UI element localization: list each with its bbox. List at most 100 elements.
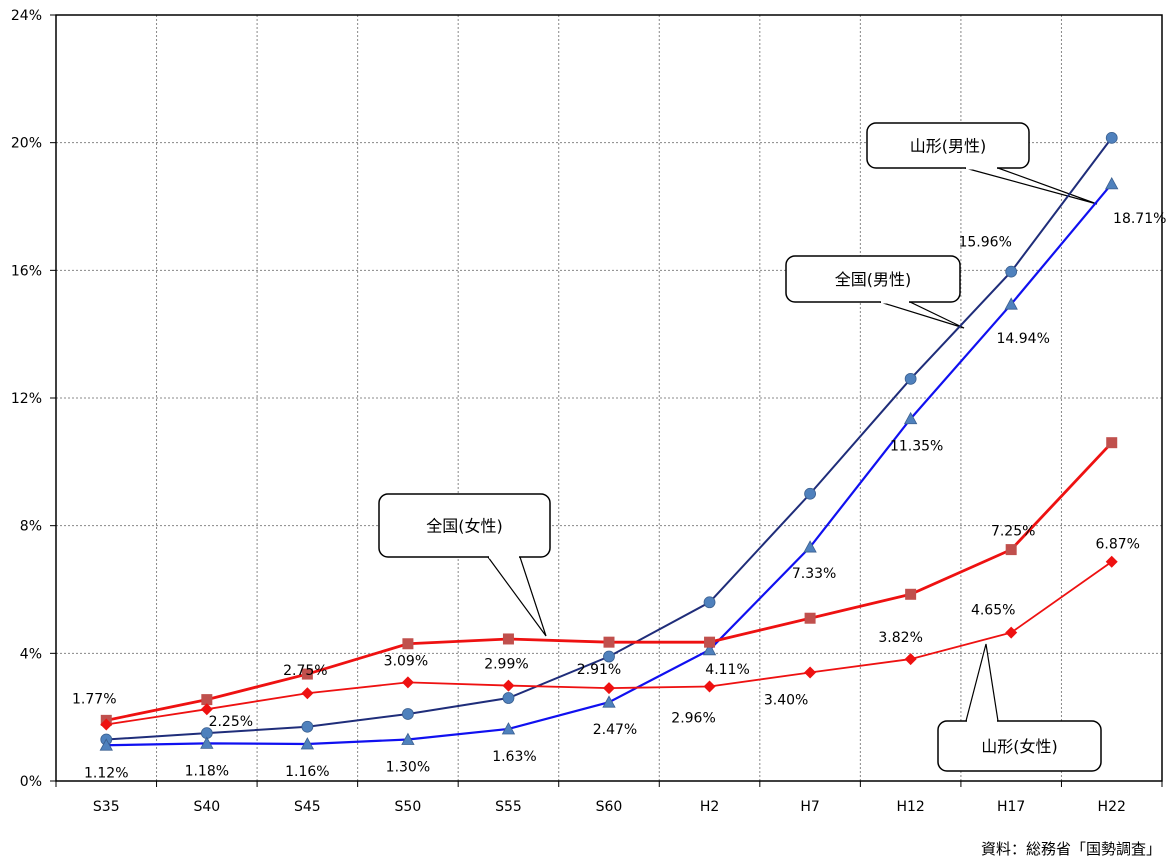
data-label: 1.12%	[84, 765, 128, 781]
data-point	[1004, 297, 1018, 310]
data-point	[804, 666, 817, 679]
data-point	[502, 692, 515, 704]
data-label: 1.77%	[72, 692, 116, 708]
data-point	[200, 703, 213, 716]
x-tick-label: S45	[294, 799, 321, 815]
data-point	[703, 680, 716, 693]
plot-area-border	[55, 14, 1163, 782]
data-point	[905, 588, 917, 600]
data-label: 4.11%	[705, 662, 749, 678]
data-label: 2.25%	[209, 714, 253, 730]
data-point	[602, 695, 616, 708]
data-label: 3.82%	[878, 630, 922, 646]
data-point	[1105, 177, 1119, 190]
y-tick-label: 4%	[20, 646, 42, 662]
x-tick-label: S55	[495, 799, 522, 815]
callout-label: 全国(男性)	[835, 270, 912, 289]
data-point	[603, 636, 615, 648]
data-point	[1005, 626, 1018, 639]
data-label: 2.47%	[593, 722, 637, 738]
data-point	[501, 722, 516, 735]
callout-frame	[866, 122, 1030, 169]
data-point	[603, 682, 615, 695]
data-point	[1105, 131, 1118, 144]
y-tick-label: 12%	[11, 391, 42, 407]
callout-label: 山形(男性)	[910, 137, 987, 156]
data-point	[603, 650, 615, 663]
x-tick-label: H12	[896, 799, 924, 815]
callout-box: 山形(女性)	[937, 643, 1102, 772]
data-point	[804, 487, 816, 500]
data-point	[401, 676, 414, 689]
y-tick-label: 16%	[11, 263, 42, 279]
data-point	[903, 411, 918, 425]
x-tick-label: H17	[997, 799, 1025, 815]
data-point	[904, 653, 917, 666]
data-label: 2.75%	[283, 663, 327, 679]
callout-frame	[378, 493, 551, 558]
callout-pointer	[879, 301, 965, 329]
y-tick-label: 0%	[20, 774, 42, 790]
data-point	[1005, 544, 1017, 556]
gridlines	[56, 15, 1162, 781]
data-label: 1.18%	[185, 763, 229, 779]
data-point	[301, 687, 314, 700]
data-point	[904, 372, 917, 385]
x-tick-label: H22	[1098, 799, 1126, 815]
data-label: 15.96%	[958, 235, 1011, 251]
x-tick-label: S60	[596, 799, 623, 815]
source-note: 資料：総務省「国勢調査」	[980, 840, 1161, 858]
data-label: 2.96%	[671, 711, 715, 727]
data-label: 3.09%	[384, 653, 428, 669]
axes: 0% 4% 8% 12% 16% 20% 24% S35 S40 S45 S50 S55 S60 H2 H7…	[11, 8, 1163, 815]
data-point	[301, 668, 313, 680]
data-point	[502, 679, 515, 692]
data-label: 14.94%	[996, 331, 1049, 347]
data-point	[402, 708, 414, 720]
x-tick-label: H2	[700, 799, 719, 815]
data-label: 1.30%	[386, 760, 430, 776]
data-point	[1106, 437, 1118, 449]
data-point	[704, 636, 716, 648]
callout-box: 山形(男性)	[866, 122, 1098, 205]
data-labels: 15.96% 1.12% 1.18% 1.16% 1.30% 1.63% 2.47% 4.11…	[72, 211, 1166, 781]
x-tick-label: S50	[395, 799, 422, 815]
data-point	[502, 633, 514, 645]
x-tick-label: S40	[193, 799, 220, 815]
data-label: 6.87%	[1095, 537, 1139, 553]
series-markers	[99, 131, 1119, 751]
data-point	[702, 642, 717, 656]
data-label: 1.16%	[285, 764, 329, 780]
data-point	[703, 596, 716, 609]
data-label: 2.91%	[577, 662, 621, 678]
callout-frame	[937, 720, 1102, 772]
data-label: 1.63%	[492, 749, 536, 765]
data-point	[401, 732, 415, 745]
data-label: 7.25%	[991, 524, 1035, 540]
data-point	[300, 737, 315, 750]
data-point	[803, 540, 817, 553]
callout-label: 山形(女性)	[981, 737, 1058, 756]
x-tick-label: S35	[93, 799, 120, 815]
data-point	[99, 738, 113, 751]
callout-frame	[785, 255, 961, 303]
data-point	[201, 694, 213, 706]
callout-box: 全国(男性)	[785, 255, 965, 329]
data-point	[1005, 265, 1018, 278]
callouts: 山形(男性) 全国(男性) 全国(女性) 山形(女性)	[378, 122, 1102, 772]
data-point	[1105, 555, 1118, 568]
y-tick-label: 20%	[11, 136, 42, 152]
callout-pointer	[964, 167, 1098, 205]
x-tick-label: H7	[800, 799, 819, 815]
data-label: 11.35%	[890, 439, 943, 455]
y-tick-label: 24%	[11, 8, 42, 24]
data-point	[301, 720, 314, 733]
data-point	[200, 736, 214, 749]
callout-box: 全国(女性)	[378, 493, 551, 637]
y-tick-label: 8%	[20, 519, 42, 535]
callout-pointer	[965, 643, 999, 722]
data-label: 3.40%	[764, 692, 808, 708]
callout-label: 全国(女性)	[426, 517, 503, 536]
data-point	[402, 638, 414, 650]
